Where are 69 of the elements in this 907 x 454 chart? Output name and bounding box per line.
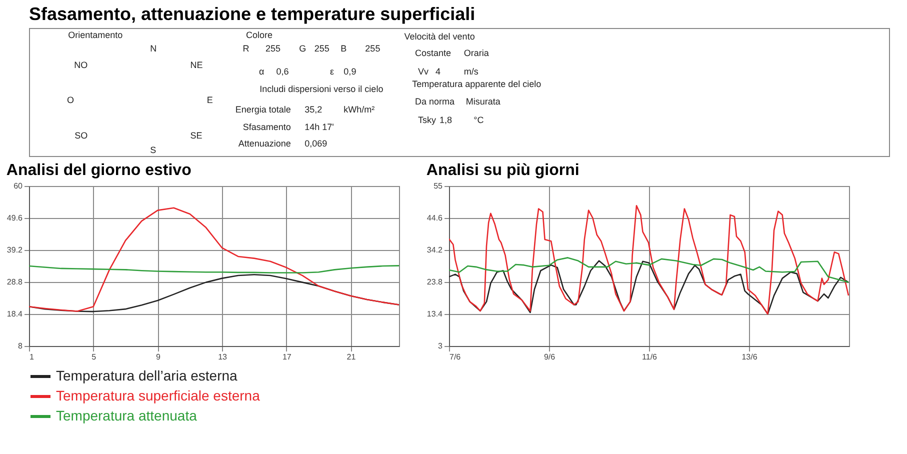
line-series [29,265,399,274]
x-tick-label: 7/6 [450,352,462,362]
y-tick-label: 28.8 [6,278,24,286]
text: 255 [365,43,380,54]
y-tick-label: 34.2 [426,246,444,254]
text: 0,069 [304,138,328,148]
text: N [150,43,157,54]
text: °C [474,115,484,126]
text: R [242,43,250,54]
x-tick-label: 21 [346,352,356,362]
text: Sfasamento [242,122,291,132]
x-tick-label: 1 [30,352,34,362]
text: 35,2 [304,104,322,114]
text: Attenuazione [238,138,291,148]
y-tick-label: 3 [438,342,444,350]
x-tick-label: 13/6 [742,352,758,362]
x-tick-label: 9/6 [544,352,556,362]
y-tick-label: 39.2 [6,246,24,254]
text: m/s [464,66,479,77]
legend-label: Temperatura superficiale esterna [56,388,260,404]
text: α [258,66,264,77]
legend-label: Temperatura dell’aria esterna [56,368,238,384]
legend-label: Temperatura attenuata [56,408,198,424]
text: Tsky [418,115,436,126]
y-tick-label: 8 [18,342,24,350]
text: G [299,43,306,54]
text: 14h 17' [304,122,334,132]
chart-title: Analisi del giorno estivo [6,162,192,179]
text: Temperatura apparente del cielo [412,79,542,90]
text: 0,9 [344,66,356,77]
text: Energia totale [235,104,291,114]
text: kWh/m² [344,104,375,114]
y-tick-label: 23.8 [426,278,444,286]
text: 255 [266,43,281,54]
text: 1,8 [439,115,452,126]
text: 255 [314,43,330,54]
text: Oraria [464,48,489,58]
text: Da norma [415,96,455,107]
text: NO [74,60,88,70]
text: Includi dispersioni verso il cielo [260,84,384,94]
text: Orientamento [68,30,123,40]
y-tick-label: 44.6 [426,214,444,222]
text: Vv [418,66,429,77]
x-tick-label: 17 [282,352,292,362]
text: Velocità del vento [404,32,475,42]
text: SE [190,130,202,141]
chart-title: Analisi su più giorni [426,162,580,179]
text: 4 [436,66,441,77]
text: O [66,94,74,105]
text: Colore [246,30,272,40]
text: E [206,94,213,105]
text: Sfasamento, attenuazione e temperature superficiali [29,4,476,24]
text: 0,6 [276,66,289,77]
x-tick-label: 13 [218,352,228,362]
text: Misurata [466,96,500,107]
x-tick-label: 9 [156,352,161,362]
text: S [150,145,156,156]
x-tick-label: 11/6 [642,352,658,362]
text: ε [330,66,334,77]
text: NE [190,60,203,70]
x-tick-label: 5 [92,352,97,362]
y-tick-label: 13.4 [426,310,444,318]
text: B [340,43,347,54]
y-tick-label: 18.4 [6,310,24,318]
text: Costante [415,48,452,58]
text: SO [74,130,88,141]
y-tick-label: 55 [434,182,444,190]
y-tick-label: 49.6 [6,214,24,222]
y-tick-label: 60 [14,182,24,190]
